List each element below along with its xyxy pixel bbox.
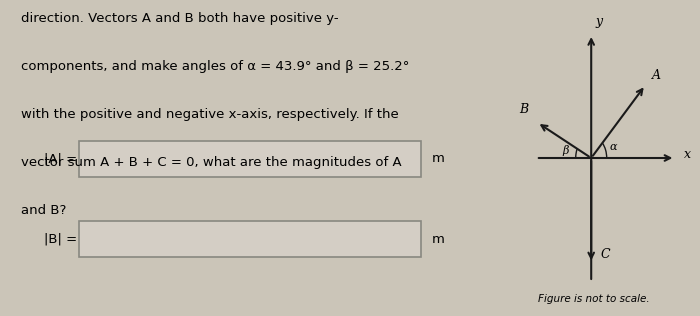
Text: with the positive and negative x-axis, respectively. If the: with the positive and negative x-axis, r… [21,108,399,121]
Text: vector sum A + B + C = 0, what are the magnitudes of A: vector sum A + B + C = 0, what are the m… [21,156,402,169]
Text: and B?: and B? [21,204,66,217]
Text: m: m [432,152,445,165]
Text: A: A [652,69,661,82]
Text: B: B [519,103,528,116]
Text: α: α [610,143,617,152]
Text: Figure is not to scale.: Figure is not to scale. [538,294,649,304]
Text: components, and make angles of α = 43.9° and β = 25.2°: components, and make angles of α = 43.9°… [21,60,409,73]
Text: |B| =: |B| = [44,233,77,246]
Text: β: β [562,145,568,156]
Text: direction. Vectors A and B both have positive y-: direction. Vectors A and B both have pos… [21,12,339,26]
Bar [79,222,421,257]
Text: |A| =: |A| = [44,152,77,165]
Text: C: C [600,248,610,261]
Text: y: y [596,15,603,28]
Bar [79,141,421,177]
Text: m: m [432,233,445,246]
Text: x: x [684,149,691,161]
